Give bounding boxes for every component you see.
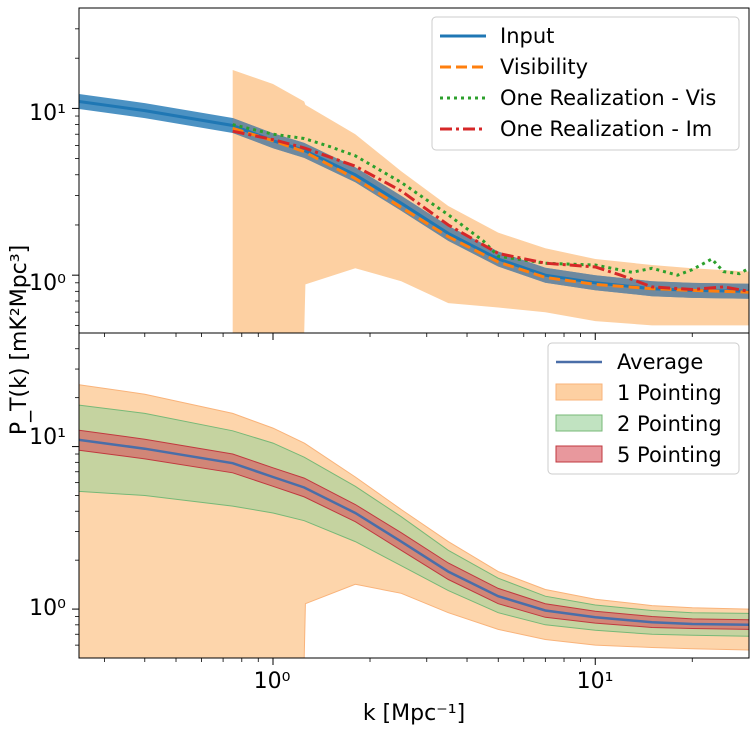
series-line-one-realization-vis [232,123,749,277]
input-band [79,94,749,299]
top-y-tick-label-10-0: 10⁰ [29,271,66,296]
legend-label-1-pointing: 1 Pointing [617,381,722,405]
band-5-pointing [79,429,749,630]
top-uncertainty-band [232,70,749,333]
top-plot-area [79,70,749,333]
legend-swatch-1-pointing [555,383,603,401]
legend-label-5-pointing: 5 Pointing [617,443,722,467]
series-line-one-realization-im [232,129,749,293]
legend-label-one-realization-vis: One Realization - Vis [500,86,716,110]
bottom-plot-area [79,384,749,658]
bottom-y-tick-label-10-0: 10⁰ [29,596,66,621]
legend-swatch-2-pointing [555,414,603,432]
series-line-visibility [232,126,749,294]
top-legend: Input Visibility One Realization - Vis O… [431,16,740,151]
x-axis-label: k [Mpc⁻¹] [363,701,465,726]
x-tick-label-10-0: 10⁰ [254,669,291,694]
x-tick-label-10-1: 10¹ [577,669,614,694]
axis-ticks [72,28,693,665]
series-line-average [79,438,749,627]
bottom-y-tick-label-10-1: 10¹ [29,425,66,450]
legend-label-one-realization-im: One Realization - Im [500,117,712,141]
legend-label-visibility: Visibility [500,55,588,79]
top-y-tick-label-10-1: 10¹ [29,101,66,126]
legend-label-input: Input [500,24,554,48]
series-line-input [79,100,749,293]
legend-label-average: Average [617,350,703,374]
legend-swatch-5-pointing [555,445,603,463]
bottom-legend-box [547,342,740,475]
top-legend-box [431,16,740,151]
legend-label-2-pointing: 2 Pointing [617,412,722,436]
bottom-legend: Average 1 Pointing 2 Pointing 5 Pointing [547,342,740,475]
y-axis-label: P_T(k) [mK²Mpc³] [7,245,32,435]
input-band-overlap [232,118,749,299]
